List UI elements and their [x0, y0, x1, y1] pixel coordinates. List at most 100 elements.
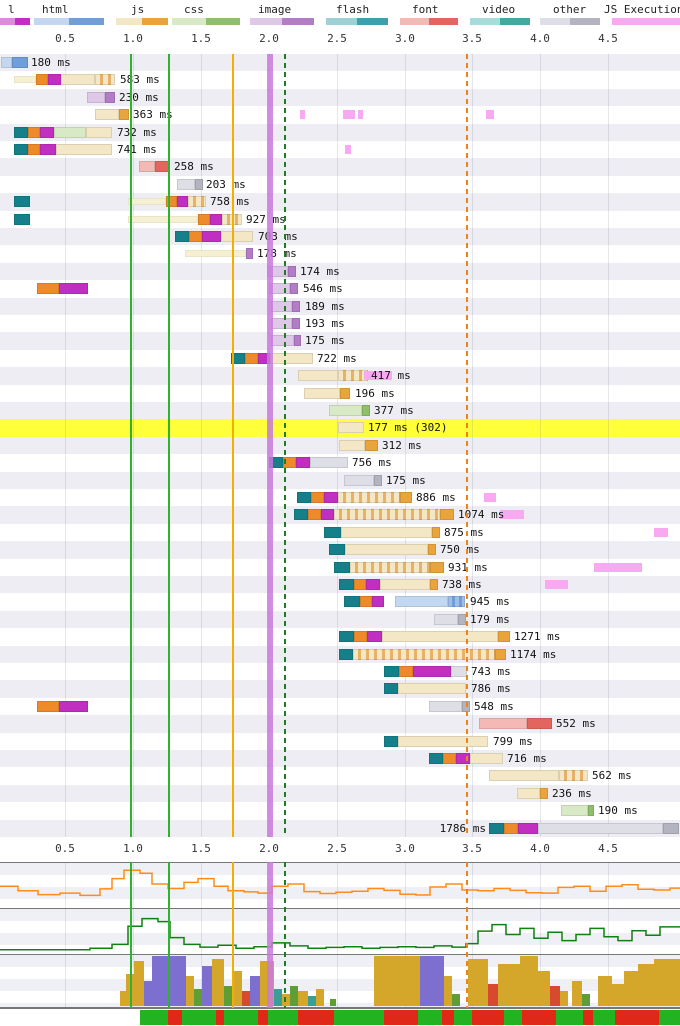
- request-bar-segment-other-l[interactable]: [344, 474, 374, 486]
- request-bar-segment-font-d[interactable]: [155, 161, 169, 173]
- request-bar-segment-ssl[interactable]: [456, 753, 470, 764]
- request-bar-segment-ssl[interactable]: [258, 352, 270, 364]
- request-bar-segment-ssl[interactable]: [372, 596, 384, 608]
- request-row[interactable]: 417 ms: [0, 367, 680, 385]
- request-bar-segment-js-l[interactable]: [398, 735, 488, 747]
- request-bar-segment-dns[interactable]: [384, 666, 399, 677]
- request-row[interactable]: 189 ms: [0, 297, 680, 315]
- request-row[interactable]: 203 ms: [0, 175, 680, 194]
- request-bar-segment-other-l[interactable]: [538, 822, 663, 834]
- request-bar-segment-js-l[interactable]: [221, 231, 253, 242]
- request-bar-segment-dns[interactable]: [175, 231, 189, 242]
- request-row[interactable]: 732 ms: [0, 123, 680, 141]
- request-bar-segment-img-l[interactable]: [271, 335, 294, 347]
- request-bar-segment-img-d[interactable]: [288, 265, 296, 277]
- request-bar-segment-css-d[interactable]: [362, 405, 370, 416]
- request-bar-segment-js-l[interactable]: [61, 74, 95, 86]
- request-bar-segment-dns[interactable]: [14, 213, 30, 225]
- request-row[interactable]: 716 ms: [0, 750, 680, 768]
- request-row[interactable]: 743 ms: [0, 663, 680, 681]
- request-row[interactable]: 945 ms: [0, 593, 680, 611]
- request-bar-segment-ssl[interactable]: [210, 213, 222, 225]
- request-bar-segment-dns[interactable]: [14, 144, 28, 155]
- request-bar-segment-dns[interactable]: [489, 822, 504, 834]
- request-row[interactable]: 179 ms: [0, 610, 680, 629]
- request-row[interactable]: 312 ms: [0, 436, 680, 455]
- request-bar-segment-js-d[interactable]: [498, 631, 510, 643]
- request-bar-segment-js-l[interactable]: [86, 126, 112, 138]
- request-bar-segment-conn[interactable]: [37, 283, 59, 295]
- request-bar-segment-conn[interactable]: [443, 753, 456, 764]
- request-bar-segment-font-l[interactable]: [139, 161, 155, 173]
- request-row[interactable]: 583 ms: [0, 71, 680, 89]
- request-bar-segment-js-s[interactable]: [338, 492, 400, 503]
- request-bar-segment-js-d[interactable]: [400, 492, 412, 503]
- request-row[interactable]: 1271 ms: [0, 628, 680, 646]
- request-bar-segment-js-d[interactable]: [119, 109, 129, 121]
- request-bar-segment-dns[interactable]: [324, 526, 341, 538]
- request-bar-segment-conn[interactable]: [360, 596, 372, 608]
- request-bar-segment-img-d[interactable]: [290, 283, 298, 295]
- request-bar-segment-conn[interactable]: [399, 666, 413, 677]
- request-row[interactable]: 193 ms: [0, 315, 680, 333]
- request-row[interactable]: 758 ms: [0, 193, 680, 211]
- request-bar-segment-dns[interactable]: [384, 683, 398, 695]
- request-row[interactable]: 175 ms: [0, 332, 680, 350]
- request-bar-segment-dns[interactable]: [14, 196, 30, 208]
- request-bar-segment-ssl[interactable]: [321, 509, 334, 521]
- request-row[interactable]: 875 ms: [0, 523, 680, 542]
- request-bar-segment-conn[interactable]: [166, 196, 177, 208]
- request-bar-segment-ssl[interactable]: [48, 74, 61, 86]
- request-bar-segment-js-l[interactable]: [338, 422, 364, 434]
- request-bar-segment-wait[interactable]: [128, 198, 166, 206]
- request-row[interactable]: 750 ms: [0, 541, 680, 559]
- request-row[interactable]: 799 ms: [0, 732, 680, 750]
- request-row[interactable]: 258 ms: [0, 158, 680, 176]
- request-bar-segment-js-s[interactable]: [95, 74, 115, 86]
- request-row[interactable]: 174 ms: [0, 262, 680, 281]
- request-bar-segment-js-d[interactable]: [365, 439, 378, 451]
- request-bar-segment-js-s[interactable]: [188, 196, 206, 208]
- request-bar-segment-img-d[interactable]: [294, 335, 301, 347]
- request-bar-segment-ssl[interactable]: [40, 126, 54, 138]
- request-bar-segment-html-l[interactable]: [1, 57, 12, 68]
- request-bar-segment-js-d[interactable]: [430, 561, 444, 573]
- request-bar-segment-js-d[interactable]: [432, 526, 440, 538]
- request-bar-segment-ssl[interactable]: [40, 144, 56, 155]
- request-bar-segment-wait[interactable]: [14, 76, 36, 84]
- request-bar-segment-conn[interactable]: [198, 213, 210, 225]
- request-bar-segment-js-l[interactable]: [380, 579, 430, 590]
- request-bar-segment-conn[interactable]: [245, 352, 258, 364]
- request-row[interactable]: 1786 ms: [0, 819, 680, 837]
- request-row[interactable]: 1074 ms: [0, 506, 680, 524]
- request-bar-segment-js-l[interactable]: [398, 683, 466, 695]
- request-bar-segment-dns[interactable]: [269, 457, 283, 469]
- request-bar-segment-js-l[interactable]: [345, 544, 428, 556]
- request-bar-segment-conn[interactable]: [189, 231, 202, 242]
- request-row[interactable]: 546 ms: [0, 280, 680, 298]
- request-bar-segment-other-d[interactable]: [374, 474, 382, 486]
- request-bar-segment-js-l[interactable]: [56, 144, 112, 155]
- request-bar-segment-img-l[interactable]: [87, 91, 105, 103]
- request-bar-segment-img-l[interactable]: [267, 265, 288, 277]
- request-bar-segment-conn[interactable]: [311, 492, 324, 503]
- request-row[interactable]: 738 ms: [0, 576, 680, 594]
- request-bar-segment-js-l[interactable]: [304, 387, 340, 399]
- request-bar-segment-other-l[interactable]: [451, 666, 467, 677]
- request-row[interactable]: 741 ms: [0, 141, 680, 159]
- request-bar-segment-js-s[interactable]: [334, 509, 440, 521]
- request-row[interactable]: 927 ms: [0, 210, 680, 228]
- request-bar-segment-other-d[interactable]: [195, 178, 203, 190]
- request-bar-segment-other-l[interactable]: [429, 700, 462, 712]
- request-row[interactable]: 548 ms: [0, 697, 680, 716]
- request-bar-segment-img-l[interactable]: [269, 283, 290, 295]
- request-row[interactable]: 196 ms: [0, 384, 680, 402]
- request-bar-segment-js-l[interactable]: [95, 109, 119, 121]
- request-bar-segment-conn[interactable]: [36, 74, 48, 86]
- request-bar-segment-img-d[interactable]: [105, 91, 115, 103]
- request-bar-segment-conn[interactable]: [308, 509, 321, 521]
- request-bar-segment-js-s[interactable]: [338, 370, 368, 382]
- request-bar-segment-js-d[interactable]: [340, 387, 350, 399]
- request-bar-segment-css-d[interactable]: [588, 805, 594, 817]
- request-bar-segment-conn[interactable]: [37, 700, 59, 712]
